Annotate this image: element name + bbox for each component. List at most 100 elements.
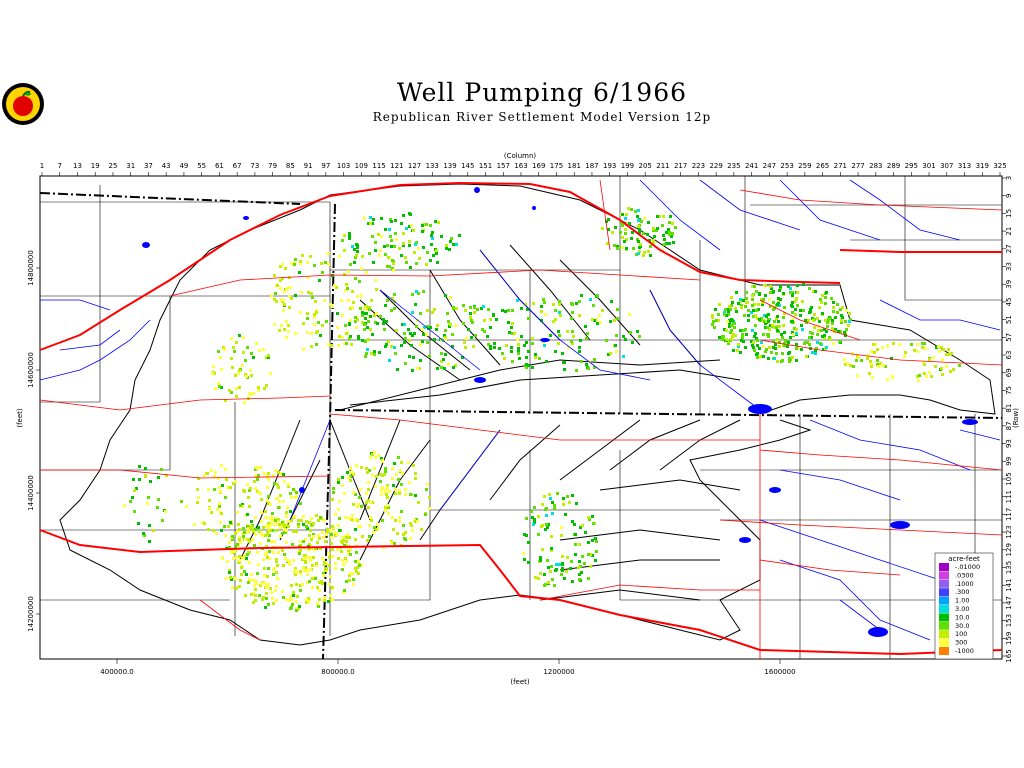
- pumping-cell: [299, 570, 302, 573]
- pumping-cell: [727, 308, 730, 311]
- pumping-cell: [403, 332, 406, 335]
- pumping-cell: [432, 254, 435, 257]
- pumping-cell: [942, 348, 945, 351]
- pumping-cell: [312, 556, 315, 559]
- pumping-cell: [273, 323, 276, 326]
- pumping-cell: [390, 345, 393, 348]
- pumping-cell: [817, 329, 820, 332]
- pumping-cell: [264, 510, 267, 513]
- pumping-cell: [269, 503, 272, 506]
- pumping-cell: [872, 343, 875, 346]
- pumping-cell: [272, 474, 275, 477]
- column-tick-label: 133: [426, 162, 439, 170]
- row-axis: 3915212733394551576369758187939910511111…: [1002, 176, 1013, 663]
- pumping-cell: [303, 557, 306, 560]
- pumping-cell: [876, 363, 879, 366]
- pumping-cell: [531, 366, 534, 369]
- pumping-cell: [371, 501, 374, 504]
- pumping-cell: [414, 494, 417, 497]
- pumping-cell: [266, 475, 269, 478]
- pumping-cell: [533, 521, 536, 524]
- pumping-cell: [369, 501, 372, 504]
- pumping-cell: [343, 544, 346, 547]
- pumping-cell: [811, 317, 814, 320]
- pumping-cell: [593, 358, 596, 361]
- pumping-cell: [392, 269, 395, 272]
- column-tick-label: 49: [179, 162, 188, 170]
- pumping-cell: [811, 332, 814, 335]
- pumping-cell: [545, 523, 548, 526]
- pumping-cell: [476, 308, 479, 311]
- pumping-cell: [571, 520, 574, 523]
- pumping-cell: [264, 534, 267, 537]
- pumping-cell: [386, 504, 389, 507]
- pumping-cell: [262, 558, 265, 561]
- pumping-cell: [247, 538, 250, 541]
- pumping-cell: [299, 262, 302, 265]
- pumping-cell: [344, 557, 347, 560]
- pumping-cell: [776, 315, 779, 318]
- pumping-cell: [847, 324, 850, 327]
- pumping-cell: [277, 506, 280, 509]
- pumping-cell: [501, 352, 504, 355]
- pumping-cell: [394, 352, 397, 355]
- pumping-cell: [424, 513, 427, 516]
- pumping-cell: [345, 540, 348, 543]
- pumping-cell: [361, 255, 364, 258]
- pumping-cell: [275, 529, 278, 532]
- pumping-cell: [799, 314, 802, 317]
- pumping-cell: [866, 357, 869, 360]
- pumping-cell: [387, 506, 390, 509]
- pumping-cell: [399, 469, 402, 472]
- pumping-cell: [794, 300, 797, 303]
- pumping-cell: [249, 526, 252, 529]
- pumping-cell: [355, 464, 358, 467]
- pumping-cell: [258, 530, 261, 533]
- pumping-cell: [389, 235, 392, 238]
- pumping-cell: [239, 504, 242, 507]
- pumping-cell: [375, 528, 378, 531]
- pumping-cell: [760, 298, 763, 301]
- pumping-cell: [235, 395, 238, 398]
- pumping-cell: [403, 341, 406, 344]
- pumping-cell: [402, 232, 405, 235]
- pumping-cell: [455, 307, 458, 310]
- pumping-cell: [397, 456, 400, 459]
- pumping-cell: [235, 387, 238, 390]
- pumping-cell: [304, 561, 307, 564]
- pumping-cell: [322, 574, 325, 577]
- legend-swatch: [939, 563, 949, 571]
- pumping-cell: [825, 291, 828, 294]
- pumping-cell: [422, 290, 425, 293]
- pumping-cell: [356, 505, 359, 508]
- column-tick-label: 163: [514, 162, 527, 170]
- pumping-cell: [410, 524, 413, 527]
- pumping-cell: [265, 583, 268, 586]
- pumping-cell: [742, 340, 745, 343]
- pumping-cell: [410, 344, 413, 347]
- pumping-cell: [809, 310, 812, 313]
- row-tick-label: 21: [1005, 227, 1013, 236]
- pumping-cell: [343, 273, 346, 276]
- pumping-cell: [344, 289, 347, 292]
- pumping-cell: [344, 324, 347, 327]
- pumping-cell: [440, 352, 443, 355]
- pumping-cell: [395, 238, 398, 241]
- pumping-cell: [386, 486, 389, 489]
- pumping-cell: [412, 464, 415, 467]
- pumping-cell: [234, 545, 237, 548]
- pumping-cell: [419, 312, 422, 315]
- pumping-cell: [251, 579, 254, 582]
- pumping-cell: [556, 492, 559, 495]
- pumping-cell: [783, 306, 786, 309]
- pumping-cell: [867, 354, 870, 357]
- pumping-cell: [647, 250, 650, 253]
- pumping-cell: [230, 357, 233, 360]
- pumping-cell: [619, 231, 622, 234]
- pumping-cell: [372, 218, 375, 221]
- pumping-cell: [306, 261, 309, 264]
- pumping-cell: [305, 520, 308, 523]
- pumping-cell: [393, 542, 396, 545]
- pumping-cell: [723, 313, 726, 316]
